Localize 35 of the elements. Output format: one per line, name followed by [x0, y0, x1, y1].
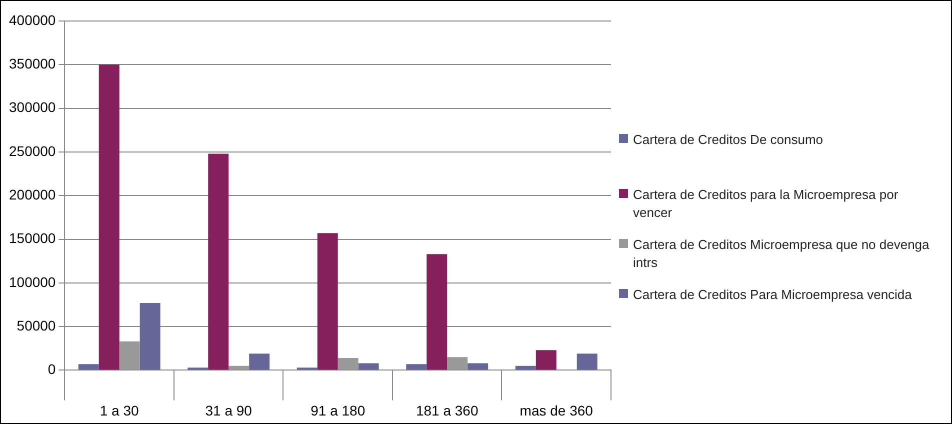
x-tick-label: 181 a 360 [416, 402, 478, 418]
bar [228, 366, 250, 370]
bar [468, 363, 488, 370]
bar [119, 341, 140, 370]
bar [515, 366, 536, 370]
x-tick-label: 31 a 90 [205, 402, 252, 418]
bar [317, 233, 338, 370]
bar [140, 302, 160, 370]
y-tick-label: 100000 [9, 274, 56, 290]
y-tick-label: 200000 [9, 186, 56, 202]
x-tick-label: mas de 360 [520, 402, 594, 418]
legend-label: Cartera de Creditos Para Microempresa vencida [633, 286, 913, 304]
y-tick-label: 250000 [9, 142, 56, 159]
legend-label: Cartera de Creditos De consumo [633, 131, 824, 149]
bar [249, 354, 270, 370]
bar [78, 364, 99, 370]
bar [208, 154, 229, 370]
y-tick-label: 400000 [9, 12, 56, 28]
bar [98, 64, 120, 370]
bar [358, 363, 379, 370]
bar [536, 350, 556, 370]
bar [338, 358, 358, 370]
y-tick-label: 150000 [9, 230, 56, 246]
bar [426, 254, 448, 370]
bar [576, 354, 598, 370]
x-tick-label: 1 a 30 [100, 402, 140, 418]
y-tick-label: 50000 [16, 317, 56, 334]
bar [447, 357, 468, 370]
legend-label: Cartera de Creditos para la Microempresa por vencer [633, 186, 900, 222]
bar [406, 364, 427, 370]
x-tick-label: 91 a 180 [310, 402, 366, 418]
y-tick-label: 350000 [9, 56, 56, 72]
y-tick-label: 0 [48, 361, 56, 378]
y-tick-label: 300000 [9, 99, 56, 116]
legend-label: Cartera de Creditos Microempresa que no devenga intrs [633, 236, 930, 272]
